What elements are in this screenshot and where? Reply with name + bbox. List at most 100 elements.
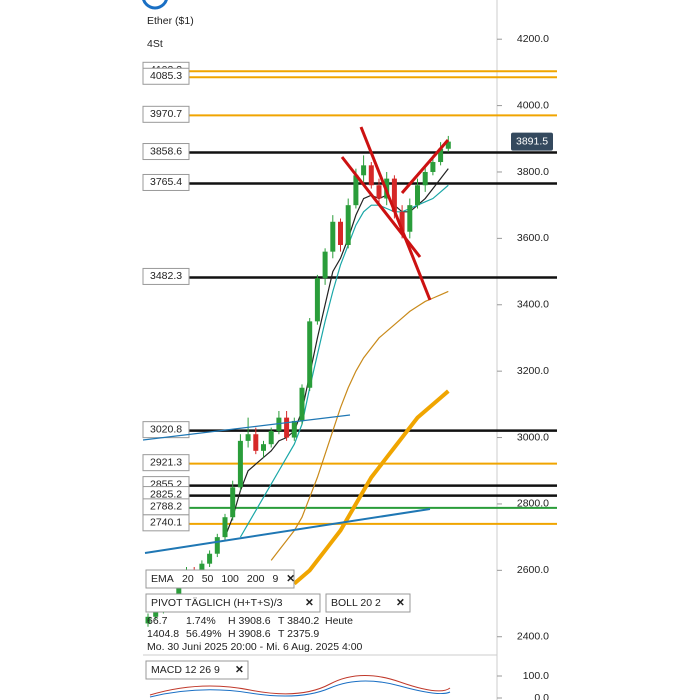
level-label-box <box>142 67 190 85</box>
close-icon[interactable]: ✕ <box>235 664 244 676</box>
candle-body <box>230 487 236 518</box>
level-label-box <box>142 105 190 123</box>
trend-line <box>340 156 422 258</box>
macd-tick-label: 0.0 <box>534 692 549 700</box>
candle-body <box>237 440 243 488</box>
candle-body <box>368 165 374 186</box>
ema-period: 100 <box>221 573 239 585</box>
candle-body <box>214 537 220 554</box>
level-label-box <box>142 143 190 161</box>
ema-period: 200 <box>247 573 265 585</box>
y-tick-label: 3800.0 <box>517 166 549 178</box>
ema-period: 50 <box>202 573 214 585</box>
candle-body <box>445 141 451 149</box>
ema-line <box>239 184 449 538</box>
candle-body <box>276 417 282 431</box>
y-tick-label: 2800.0 <box>517 498 549 510</box>
candle-body <box>299 387 305 421</box>
pivot-label: PIVOT TÄGLICH (H+T+S)/3 <box>151 597 283 609</box>
level-label: 2788.2 <box>150 501 182 513</box>
level-label: 3020.8 <box>150 423 182 435</box>
candle-body <box>353 175 359 206</box>
level-label: 4085.3 <box>150 70 182 82</box>
level-label-box <box>142 454 190 472</box>
candle-body <box>338 221 343 246</box>
candle-body <box>391 178 397 212</box>
candle-body <box>345 205 351 246</box>
level-label-box <box>142 267 190 285</box>
candle-body <box>145 616 151 624</box>
info-cell: 56.49% <box>186 628 222 640</box>
candle-body <box>438 148 444 163</box>
y-tick-label: 2600.0 <box>517 564 549 576</box>
trend-line <box>142 414 351 441</box>
logo <box>142 0 168 10</box>
candle-body <box>361 165 367 176</box>
y-tick-label: 3600.0 <box>517 232 549 244</box>
macd-tick-label: 100.0 <box>523 670 549 682</box>
candle-body <box>291 420 297 438</box>
candle-body <box>399 211 405 232</box>
level-label-box <box>142 514 190 532</box>
level-label: 3765.4 <box>150 176 182 188</box>
info-cell: H 3908.6 <box>228 615 271 627</box>
last-price-box <box>511 132 553 151</box>
chart-subtitle: 4St <box>147 38 163 50</box>
y-tick-label: 2400.0 <box>517 631 549 643</box>
macd-label: MACD 12 26 9 <box>151 664 220 676</box>
panel-box <box>145 660 249 680</box>
info-cell: 1404.8 <box>147 628 179 640</box>
info-cell: 66.7 <box>147 615 168 627</box>
level-label: 2825.2 <box>150 488 182 500</box>
candle-body <box>207 553 213 564</box>
info-cell: 1.74% <box>186 615 216 627</box>
last-price: 3891.5 <box>516 135 548 147</box>
ema-label: EMA <box>151 573 174 585</box>
chart-title: Ether ($1) <box>147 15 194 27</box>
y-tick-label: 3400.0 <box>517 299 549 311</box>
info-cell: Heute <box>325 615 353 627</box>
candle-body <box>153 610 159 617</box>
signal-line <box>149 680 451 698</box>
level-label: 3970.7 <box>150 108 182 120</box>
candle-body <box>314 278 320 322</box>
panel-box <box>145 593 321 613</box>
panel-box <box>325 593 411 613</box>
panel-box <box>145 569 295 589</box>
y-tick-label: 3200.0 <box>517 365 549 377</box>
candle-body <box>284 417 290 438</box>
ema-period: 9 <box>272 573 278 585</box>
close-icon[interactable]: ✕ <box>305 597 314 609</box>
ema-period: 20 <box>182 573 194 585</box>
candle-body <box>253 434 259 451</box>
level-label: 2921.3 <box>150 456 182 468</box>
candle-body <box>415 185 420 206</box>
y-tick-label: 4000.0 <box>517 99 549 111</box>
level-label-box <box>142 173 190 191</box>
candle-body <box>376 185 382 199</box>
date-range: Mo. 30 Juni 2025 20:00 - Mi. 6 Aug. 2025… <box>147 641 363 653</box>
candle-body <box>430 162 436 172</box>
trend-line <box>359 126 432 301</box>
close-icon[interactable]: ✕ <box>286 573 295 585</box>
trend-line <box>400 139 450 194</box>
candle-body <box>422 171 428 186</box>
ema-line <box>292 389 450 586</box>
candle-body <box>307 321 313 388</box>
info-cell: T 2375.9 <box>278 628 319 640</box>
y-tick-label: 4200.0 <box>517 33 549 45</box>
y-tick-label: 3000.0 <box>517 431 549 443</box>
info-cell: H 3908.6 <box>228 628 271 640</box>
trend-line <box>144 508 431 554</box>
close-icon[interactable]: ✕ <box>396 597 405 609</box>
ema-line <box>224 168 449 538</box>
level-label: 2740.1 <box>150 517 182 529</box>
candle-body <box>245 434 251 441</box>
candle-body <box>322 251 328 279</box>
candle-body <box>407 205 413 232</box>
level-label: 3858.6 <box>150 145 182 157</box>
ema-line <box>270 290 449 561</box>
candle-body <box>268 430 274 445</box>
candle-body <box>222 517 228 538</box>
